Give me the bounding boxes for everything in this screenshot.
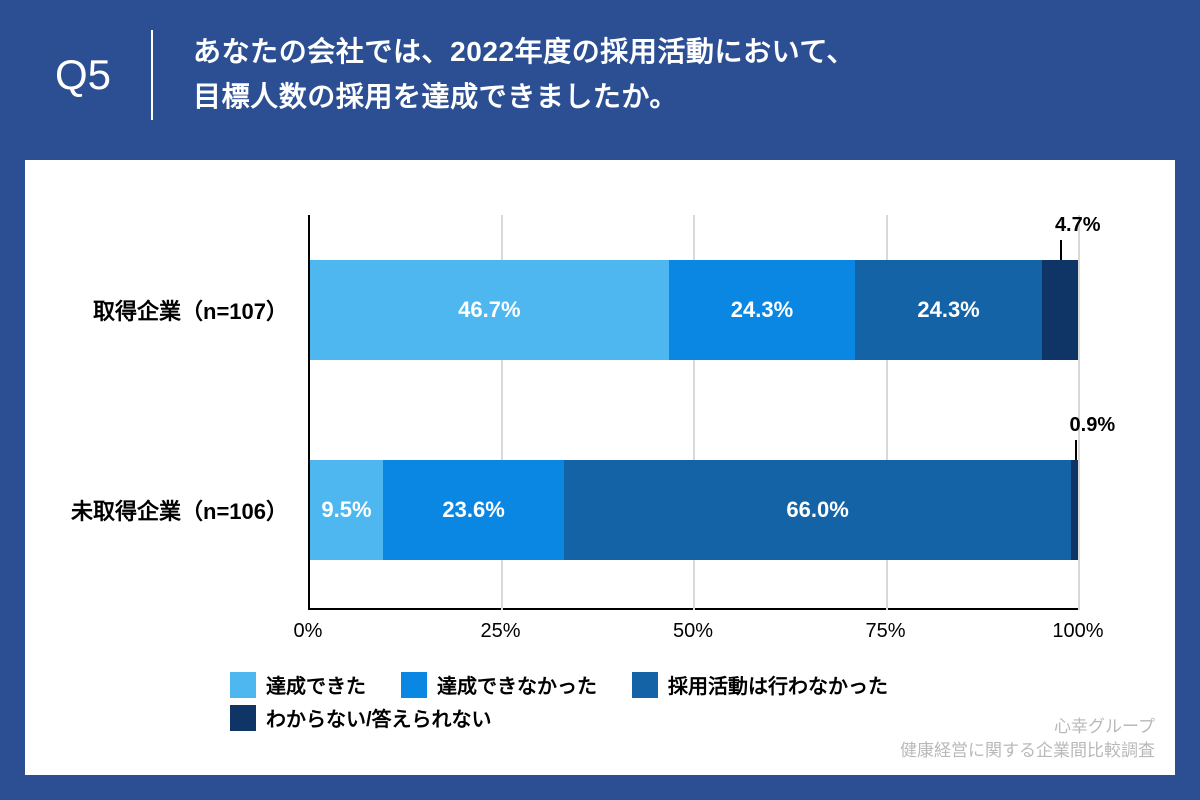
bar-segment: 23.6% xyxy=(383,460,564,560)
row-label: 取得企業（n=107） xyxy=(8,294,288,326)
question-title: あなたの会社では、2022年度の採用活動において、 目標人数の採用を達成できまし… xyxy=(153,30,855,120)
chart-panel: 0% 25% 50% 75% 100% 取得企業（n=107）46.7%24.3%24.3… xyxy=(25,160,1175,775)
bar-row: 取得企業（n=107）46.7%24.3%24.3%4.7% xyxy=(308,260,1078,360)
callout-label: 0.9% xyxy=(1070,414,1116,437)
callout-line xyxy=(1075,440,1077,460)
chart-plot-area: 0%25%50%75%100%取得企業（n=107）46.7%24.3%24.3… xyxy=(308,215,1078,610)
question-title-line2: 目標人数の採用を達成できましたか。 xyxy=(193,81,678,112)
bar-segment xyxy=(1071,460,1078,560)
legend-item: 達成できた xyxy=(230,670,366,699)
legend-item: 採用活動は行わなかった xyxy=(632,670,888,699)
header: Q5 あなたの会社では、2022年度の採用活動において、 目標人数の採用を達成で… xyxy=(0,0,1200,150)
row-label: 未取得企業（n=106） xyxy=(8,494,288,526)
question-number: Q5 xyxy=(55,51,151,99)
page: Q5 あなたの会社では、2022年度の採用活動において、 目標人数の採用を達成で… xyxy=(0,0,1200,800)
legend-label: 採用活動は行わなかった xyxy=(668,670,888,699)
legend-swatch xyxy=(401,672,427,698)
bar-segment: 46.7% xyxy=(310,260,669,360)
callout-line xyxy=(1060,240,1062,260)
bar-segment: 24.3% xyxy=(855,260,1042,360)
callout-label: 4.7% xyxy=(1055,214,1101,237)
legend-swatch xyxy=(632,672,658,698)
legend-item: 達成できなかった xyxy=(401,670,597,699)
legend-label: わからない/答えられない xyxy=(266,703,492,732)
legend-swatch xyxy=(230,705,256,731)
credit: 心幸グループ 健康経営に関する企業間比較調査 xyxy=(900,715,1155,763)
legend-item: わからない/答えられない xyxy=(230,703,492,732)
question-title-line1: あなたの会社では、2022年度の採用活動において、 xyxy=(193,36,855,67)
x-gridline xyxy=(1078,215,1080,610)
bar-segment: 66.0% xyxy=(564,460,1071,560)
legend-label: 達成できた xyxy=(266,670,366,699)
bar-segment xyxy=(1042,260,1078,360)
bar-row: 未取得企業（n=106）9.5%23.6%66.0%0.9% xyxy=(308,460,1078,560)
x-tick-label: 50% xyxy=(673,620,713,643)
stacked-bar: 9.5%23.6%66.0% xyxy=(310,460,1078,560)
credit-line1: 心幸グループ xyxy=(900,715,1155,739)
x-tick-label: 75% xyxy=(865,620,905,643)
x-tick-label: 25% xyxy=(480,620,520,643)
stacked-bar: 46.7%24.3%24.3% xyxy=(310,260,1078,360)
x-tick-label: 0% xyxy=(294,620,323,643)
legend-label: 達成できなかった xyxy=(437,670,597,699)
bar-segment: 24.3% xyxy=(669,260,856,360)
credit-line2: 健康経営に関する企業間比較調査 xyxy=(900,739,1155,763)
x-tick-label: 100% xyxy=(1052,620,1103,643)
legend-swatch xyxy=(230,672,256,698)
bar-segment: 9.5% xyxy=(310,460,383,560)
